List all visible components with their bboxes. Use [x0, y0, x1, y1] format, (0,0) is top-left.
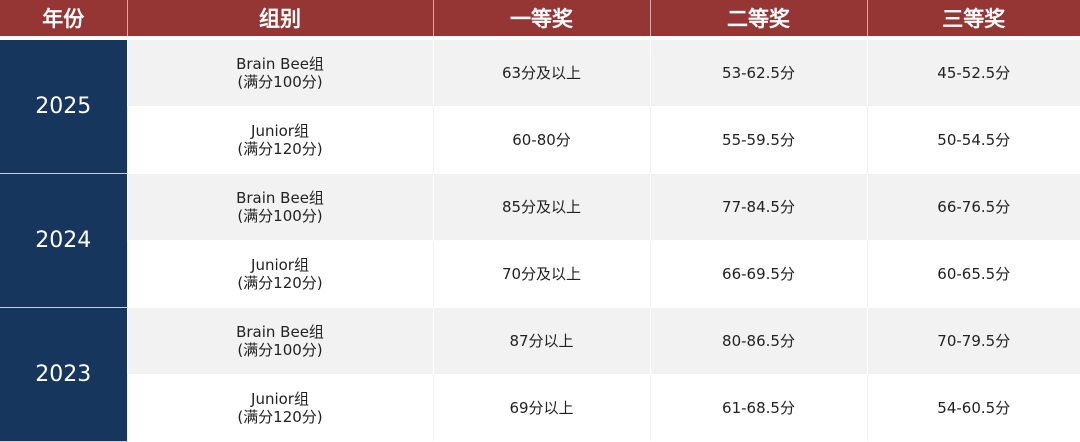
group-name: Junior组: [251, 256, 309, 274]
header-third-prize: 三等奖: [866, 0, 1080, 40]
first-prize-cell: 63分及以上: [432, 38, 650, 107]
first-prize-cell: 69分以上: [432, 374, 650, 442]
header-second-prize: 二等奖: [649, 0, 867, 40]
third-prize-cell: 60-65.5分: [866, 240, 1080, 308]
second-prize-cell: 77-84.5分: [649, 173, 867, 241]
group-cell: Brain Bee组 (满分100分): [126, 307, 433, 375]
group-cell: Brain Bee组 (满分100分): [126, 38, 433, 107]
table-row: Junior组 (满分120分) 70分及以上 66-69.5分 60-65.5分: [0, 240, 1080, 308]
year-cell: 2025: [0, 38, 127, 174]
group-cell: Junior组 (满分120分): [126, 240, 433, 308]
table-row: Junior组 (满分120分) 69分以上 61-68.5分 54-60.5分: [0, 374, 1080, 442]
table-row: Junior组 (满分120分) 60-80分 55-59.5分 50-54.5分: [0, 106, 1080, 174]
group-cell: Junior组 (满分120分): [126, 106, 433, 174]
header-group: 组别: [126, 0, 433, 40]
table-row: 2023 Brain Bee组 (满分100分) 87分以上 80-86.5分 70-79…: [0, 307, 1080, 442]
group-name: Brain Bee组: [236, 189, 324, 207]
second-prize-cell: 55-59.5分: [649, 106, 867, 174]
group-full-score: (满分120分): [237, 408, 323, 426]
first-prize-cell: 60-80分: [432, 106, 650, 174]
group-full-score: (满分100分): [237, 341, 323, 359]
third-prize-cell: 50-54.5分: [866, 106, 1080, 174]
second-prize-cell: 61-68.5分: [649, 374, 867, 442]
year-cell: 2024: [0, 173, 127, 308]
second-prize-cell: 80-86.5分: [649, 307, 867, 375]
group-name: Junior组: [251, 122, 309, 140]
group-name: Brain Bee组: [236, 55, 324, 73]
third-prize-cell: 45-52.5分: [866, 38, 1080, 107]
first-prize-cell: 70分及以上: [432, 240, 650, 308]
third-prize-cell: 70-79.5分: [866, 307, 1080, 375]
first-prize-cell: 87分以上: [432, 307, 650, 375]
table-row: 2024 Brain Bee组 (满分100分) 85分及以上 77-84.5分 66-7…: [0, 173, 1080, 308]
year-cell: 2023: [0, 307, 127, 442]
header-first-prize: 一等奖: [432, 0, 650, 40]
group-name: Brain Bee组: [236, 323, 324, 341]
first-prize-cell: 85分及以上: [432, 173, 650, 241]
group-full-score: (满分120分): [237, 274, 323, 292]
third-prize-cell: 66-76.5分: [866, 173, 1080, 241]
table-row: 2025 Brain Bee组 (满分100分) 63分及以上 53-62.5分 45-5…: [0, 38, 1080, 174]
header-year: 年份: [0, 0, 127, 40]
second-prize-cell: 66-69.5分: [649, 240, 867, 308]
header-row: 年份 组别 一等奖 二等奖 三等奖: [0, 0, 1080, 40]
group-cell: Brain Bee组 (满分100分): [126, 173, 433, 241]
group-full-score: (满分100分): [237, 73, 323, 91]
group-name: Junior组: [251, 390, 309, 408]
second-prize-cell: 53-62.5分: [649, 38, 867, 107]
group-full-score: (满分100分): [237, 207, 323, 225]
third-prize-cell: 54-60.5分: [866, 374, 1080, 442]
group-cell: Junior组 (满分120分): [126, 374, 433, 442]
group-full-score: (满分120分): [237, 140, 323, 158]
